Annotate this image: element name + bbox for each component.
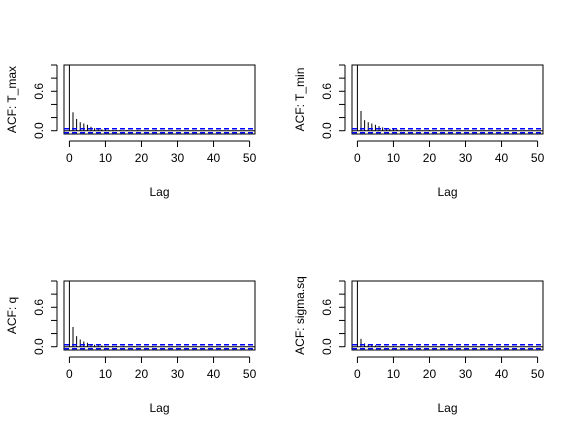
x-tick-label: 20 bbox=[423, 151, 437, 165]
x-tick-label: 10 bbox=[387, 367, 401, 381]
x-axis: 0 10 20 30 40 50 bbox=[66, 356, 257, 381]
x-axis: 0 10 20 30 40 50 bbox=[66, 140, 257, 165]
plot-frame bbox=[351, 64, 544, 135]
x-axis-title: Lag bbox=[437, 401, 457, 415]
x-tick-label: 30 bbox=[459, 151, 473, 165]
x-tick-label: 0 bbox=[66, 367, 73, 381]
x-tick-label: 10 bbox=[387, 151, 401, 165]
y-axis-title: ACF: q bbox=[5, 297, 19, 334]
y-tick-label: 0.6 bbox=[32, 299, 46, 316]
y-axis: 0.0 0.6 bbox=[32, 280, 58, 355]
y-axis: 0.0 0.6 bbox=[320, 280, 346, 355]
y-tick-label: 0.6 bbox=[320, 83, 334, 100]
plot-frame bbox=[63, 64, 256, 135]
acf-bars bbox=[68, 281, 153, 347]
y-axis-title: ACF: T_min bbox=[293, 68, 307, 132]
y-tick-label: 0.6 bbox=[32, 83, 46, 100]
x-axis-title: Lag bbox=[149, 185, 169, 199]
plot-frame bbox=[351, 280, 544, 351]
x-tick-label: 30 bbox=[171, 151, 185, 165]
y-tick-label: 0.0 bbox=[32, 338, 46, 355]
x-tick-label: 30 bbox=[459, 367, 473, 381]
x-tick-label: 20 bbox=[423, 367, 437, 381]
y-tick-label: 0.0 bbox=[320, 338, 334, 355]
x-tick-label: 40 bbox=[495, 367, 509, 381]
x-tick-label: 0 bbox=[66, 151, 73, 165]
acf-panel-3: 0 10 20 30 40 50 0.0 0.6 Lag ACF: q bbox=[5, 280, 257, 415]
plot-frame bbox=[63, 280, 256, 351]
y-axis-title: ACF: T_max bbox=[5, 66, 19, 133]
x-tick-label: 10 bbox=[99, 367, 113, 381]
x-tick-label: 40 bbox=[207, 151, 221, 165]
y-tick-label: 0.6 bbox=[320, 299, 334, 316]
x-axis-title: Lag bbox=[149, 401, 169, 415]
x-tick-label: 0 bbox=[354, 151, 361, 165]
x-tick-label: 30 bbox=[171, 367, 185, 381]
x-axis: 0 10 20 30 40 50 bbox=[354, 356, 545, 381]
x-tick-label: 50 bbox=[243, 151, 257, 165]
acf-panel-2: 0 10 20 30 40 50 0.0 0.6 Lag ACF: T_min bbox=[293, 64, 545, 199]
x-tick-label: 40 bbox=[207, 367, 221, 381]
x-tick-label: 50 bbox=[531, 151, 545, 165]
x-tick-label: 10 bbox=[99, 151, 113, 165]
y-axis: 0.0 0.6 bbox=[320, 64, 346, 139]
y-tick-label: 0.0 bbox=[32, 122, 46, 139]
x-tick-label: 0 bbox=[354, 367, 361, 381]
acf-panel-4: 0 10 20 30 40 50 0.0 0.6 Lag ACF: sigma.sq bbox=[293, 276, 545, 415]
y-axis-title: ACF: sigma.sq bbox=[293, 276, 307, 355]
acf-panel-1: 0 10 20 30 40 50 0.0 0.6 Lag ACF: T_max bbox=[5, 64, 257, 199]
x-tick-label: 50 bbox=[243, 367, 257, 381]
y-axis: 0.0 0.6 bbox=[32, 64, 58, 139]
x-axis: 0 10 20 30 40 50 bbox=[354, 140, 545, 165]
x-tick-label: 20 bbox=[135, 367, 149, 381]
x-axis-title: Lag bbox=[437, 185, 457, 199]
x-tick-label: 40 bbox=[495, 151, 509, 165]
x-tick-label: 20 bbox=[135, 151, 149, 165]
x-tick-label: 50 bbox=[531, 367, 545, 381]
y-tick-label: 0.0 bbox=[320, 122, 334, 139]
